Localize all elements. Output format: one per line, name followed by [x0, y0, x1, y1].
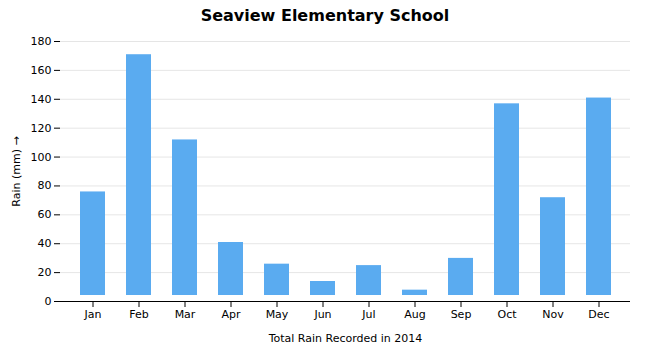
svg-text:Nov: Nov	[542, 308, 564, 321]
svg-text:Jan: Jan	[84, 308, 102, 321]
svg-text:20: 20	[38, 266, 52, 279]
svg-text:Feb: Feb	[129, 308, 148, 321]
svg-text:80: 80	[38, 179, 52, 192]
svg-text:May: May	[266, 308, 289, 321]
svg-text:160: 160	[31, 64, 52, 77]
svg-text:Jul: Jul	[361, 308, 375, 321]
svg-text:Total Rain Recorded in 2014: Total Rain Recorded in 2014	[268, 332, 423, 345]
svg-text:Aug: Aug	[404, 308, 425, 321]
svg-text:180: 180	[31, 35, 52, 48]
svg-text:Jun: Jun	[313, 308, 331, 321]
svg-text:120: 120	[31, 122, 52, 135]
svg-text:Apr: Apr	[221, 308, 241, 321]
svg-text:100: 100	[31, 151, 52, 164]
svg-text:0: 0	[45, 295, 52, 308]
html-text:Seaview Elementary School: Seaview Elementary School	[200, 6, 450, 25]
svg-text:60: 60	[38, 208, 52, 221]
svg-text:40: 40	[38, 237, 52, 250]
svg-text:Dec: Dec	[588, 308, 609, 321]
svg-text:Mar: Mar	[175, 308, 196, 321]
svg-text:140: 140	[31, 93, 52, 106]
svg-text:Rain (mm) →: Rain (mm) →	[10, 136, 23, 206]
svg-text:Oct: Oct	[497, 308, 517, 321]
svg-text:Sep: Sep	[451, 308, 472, 321]
